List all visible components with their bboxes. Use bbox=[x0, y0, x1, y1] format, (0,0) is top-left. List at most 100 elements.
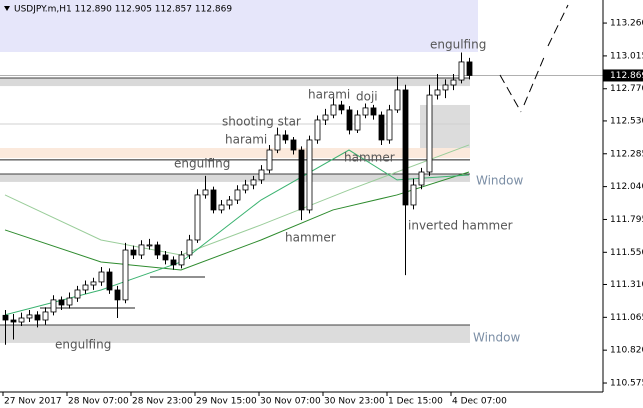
candle-body bbox=[58, 299, 65, 306]
candle-body bbox=[274, 134, 281, 151]
candle-body bbox=[90, 281, 97, 286]
candle-body bbox=[282, 134, 289, 141]
candle-body bbox=[386, 109, 393, 141]
candle-body bbox=[26, 314, 33, 319]
candle-body bbox=[130, 249, 137, 256]
y-tick-label: 110.575 bbox=[610, 379, 643, 389]
candle-body bbox=[2, 314, 9, 321]
x-tick-label: 28 Nov 23:00 bbox=[132, 397, 193, 407]
candle-body bbox=[162, 254, 169, 261]
candle-body bbox=[178, 254, 185, 266]
candle-body bbox=[234, 189, 241, 201]
zone bbox=[0, 0, 478, 53]
candle-body bbox=[114, 289, 121, 301]
candle-body bbox=[258, 169, 265, 181]
forecast-line bbox=[499, 4, 569, 113]
chart-title: USDJPY.m,H1 112.890 112.905 112.857 112.… bbox=[14, 5, 232, 15]
candle-body bbox=[322, 114, 329, 121]
candle-body bbox=[370, 107, 377, 116]
candle-body bbox=[226, 199, 233, 206]
candle-body bbox=[18, 317, 25, 323]
zone bbox=[0, 324, 470, 343]
annotation: inverted hammer bbox=[408, 219, 513, 233]
candle-body bbox=[410, 184, 417, 206]
candle-body bbox=[314, 119, 321, 141]
zone bbox=[0, 174, 470, 182]
candle-body bbox=[106, 271, 113, 291]
x-tick-label: 27 Nov 2017 bbox=[4, 397, 62, 407]
y-tick-label: 112.040 bbox=[610, 182, 643, 192]
candle-body bbox=[194, 194, 201, 241]
annotation: doji bbox=[356, 90, 378, 104]
candle-body bbox=[346, 109, 353, 131]
x-tick-label: 30 Nov 07:00 bbox=[260, 397, 321, 407]
candle-body bbox=[242, 184, 249, 191]
candle-body bbox=[394, 89, 401, 111]
x-tick-label: 28 Nov 07:00 bbox=[68, 397, 129, 407]
annotation: harami bbox=[225, 133, 267, 147]
candle-body bbox=[330, 104, 337, 116]
collapse-arrow[interactable] bbox=[4, 6, 10, 11]
y-tick-label: 111.065 bbox=[610, 313, 643, 323]
candle-body bbox=[338, 104, 345, 111]
candle-body bbox=[442, 84, 449, 91]
y-tick-label: 110.820 bbox=[610, 346, 643, 356]
candle-body bbox=[170, 259, 177, 266]
candle-body bbox=[402, 89, 409, 206]
y-tick-label: 111.795 bbox=[610, 215, 643, 225]
candle-body bbox=[10, 319, 17, 323]
annotation: Window bbox=[476, 174, 524, 188]
y-tick-label: 111.310 bbox=[610, 280, 643, 290]
candle-body bbox=[186, 239, 193, 256]
candle-body bbox=[74, 289, 81, 299]
candle-body bbox=[458, 61, 465, 81]
annotation: harami bbox=[308, 88, 350, 102]
annotation: Window bbox=[473, 331, 521, 345]
zone bbox=[0, 148, 470, 158]
x-tick-label: 1 Dec 15:00 bbox=[388, 397, 443, 407]
last-price-box bbox=[603, 69, 643, 82]
candle-body bbox=[378, 114, 385, 141]
candle-body bbox=[218, 204, 225, 211]
candle-body bbox=[266, 149, 273, 171]
x-tick-label: 29 Nov 15:00 bbox=[196, 397, 257, 407]
y-tick-label: 112.770 bbox=[610, 84, 643, 94]
candle-body bbox=[298, 149, 305, 211]
y-tick-label: 113.260 bbox=[610, 19, 643, 29]
candle-body bbox=[146, 244, 153, 247]
candle-body bbox=[138, 244, 145, 256]
y-tick-label: 111.550 bbox=[610, 248, 643, 258]
last-price-label: 112.869 bbox=[610, 71, 643, 81]
annotation: hammer bbox=[344, 151, 395, 165]
y-tick-label: 112.530 bbox=[610, 116, 643, 126]
candle-body bbox=[50, 299, 57, 313]
moving-average bbox=[4, 149, 470, 316]
candle-body bbox=[82, 284, 89, 291]
candle-body bbox=[202, 189, 209, 196]
candle-body bbox=[306, 139, 313, 211]
candle-body bbox=[354, 114, 361, 131]
candle-body bbox=[362, 107, 369, 116]
candle-body bbox=[210, 189, 217, 211]
y-tick-label: 112.285 bbox=[610, 149, 643, 159]
candle-body bbox=[450, 79, 457, 86]
candle-body bbox=[426, 94, 433, 173]
annotation: hammer bbox=[285, 231, 336, 245]
annotation: engulfing bbox=[430, 38, 486, 52]
moving-average bbox=[4, 171, 470, 271]
zone bbox=[0, 78, 470, 87]
candle-body bbox=[98, 271, 105, 283]
candle-body bbox=[290, 139, 297, 151]
candle-body bbox=[122, 249, 129, 301]
y-tick-label: 113.015 bbox=[610, 51, 643, 61]
candle-body bbox=[154, 244, 161, 256]
annotation: engulfing bbox=[55, 338, 111, 352]
plot-area bbox=[0, 0, 603, 345]
candle-body bbox=[66, 297, 73, 306]
annotation: engulfing bbox=[174, 157, 230, 171]
x-tick-label: 30 Nov 23:00 bbox=[324, 397, 385, 407]
candle-body bbox=[434, 89, 441, 96]
candle-body bbox=[42, 311, 49, 321]
